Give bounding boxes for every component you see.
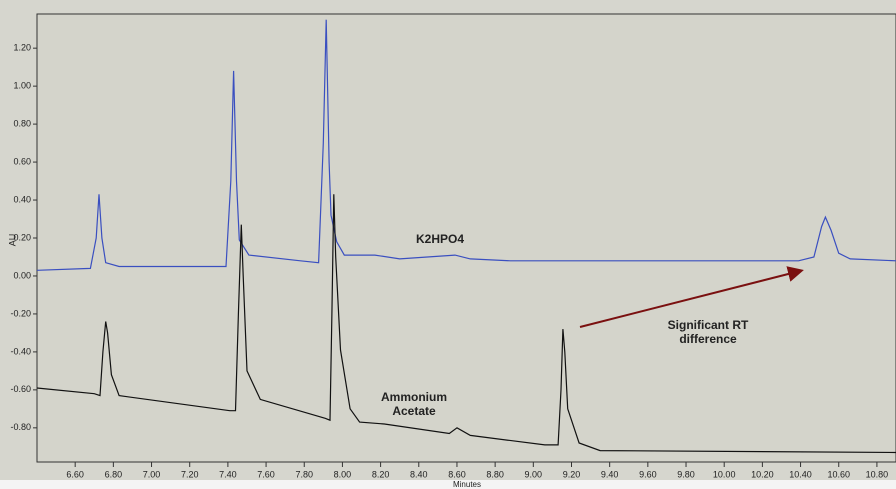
series-line xyxy=(36,19,896,271)
x-tick-label: 10.80 xyxy=(866,469,889,479)
y-tick-label: -0.80 xyxy=(10,422,31,432)
x-tick-label: 6.80 xyxy=(105,469,123,479)
x-tick-label: 7.00 xyxy=(143,469,161,479)
y-tick-label: 1.20 xyxy=(13,43,31,53)
x-tick-label: 10.00 xyxy=(713,469,736,479)
x-tick-label: 10.60 xyxy=(827,469,850,479)
annotation: Significant RT xyxy=(668,318,749,332)
y-tick-label: 1.00 xyxy=(13,81,31,91)
y-tick-label: 0.40 xyxy=(13,194,31,204)
y-axis-label: AU xyxy=(7,234,17,247)
x-tick-label: 6.60 xyxy=(66,469,84,479)
arrow xyxy=(579,266,804,328)
x-tick-label: 9.20 xyxy=(563,469,581,479)
annotation: difference xyxy=(679,332,737,346)
series-line xyxy=(36,194,896,454)
plot-area xyxy=(36,13,896,463)
x-tick-label: 9.40 xyxy=(601,469,619,479)
x-tick-label: 7.20 xyxy=(181,469,199,479)
x-tick-label: 9.00 xyxy=(525,469,543,479)
y-tick-label: 0.20 xyxy=(13,232,31,242)
x-tick-label: 9.80 xyxy=(677,469,695,479)
x-tick-label: 7.80 xyxy=(295,469,313,479)
x-tick-label: 8.20 xyxy=(372,469,390,479)
y-tick-label: -0.60 xyxy=(10,384,31,394)
y-tick-label: -0.20 xyxy=(10,308,31,318)
y-tick-label: 0.60 xyxy=(13,156,31,166)
x-tick-label: 8.00 xyxy=(334,469,352,479)
x-tick-label: 8.60 xyxy=(448,469,466,479)
y-tick-label: -0.40 xyxy=(10,346,31,356)
x-tick-label: 8.40 xyxy=(410,469,428,479)
x-axis-label: Minutes xyxy=(453,480,481,489)
bottom-strip xyxy=(0,480,896,489)
x-tick-label: 10.20 xyxy=(751,469,774,479)
x-tick-label: 9.60 xyxy=(639,469,657,479)
annotation: Acetate xyxy=(392,404,436,418)
y-tick-label: 0.00 xyxy=(13,270,31,280)
x-tick-label: 7.40 xyxy=(219,469,237,479)
x-tick-label: 7.60 xyxy=(257,469,275,479)
annotation: Ammonium xyxy=(381,390,447,404)
y-tick-label: 0.80 xyxy=(13,118,31,128)
annotation: K2HPO4 xyxy=(416,232,464,246)
x-tick-label: 8.80 xyxy=(486,469,504,479)
x-tick-label: 10.40 xyxy=(789,469,812,479)
